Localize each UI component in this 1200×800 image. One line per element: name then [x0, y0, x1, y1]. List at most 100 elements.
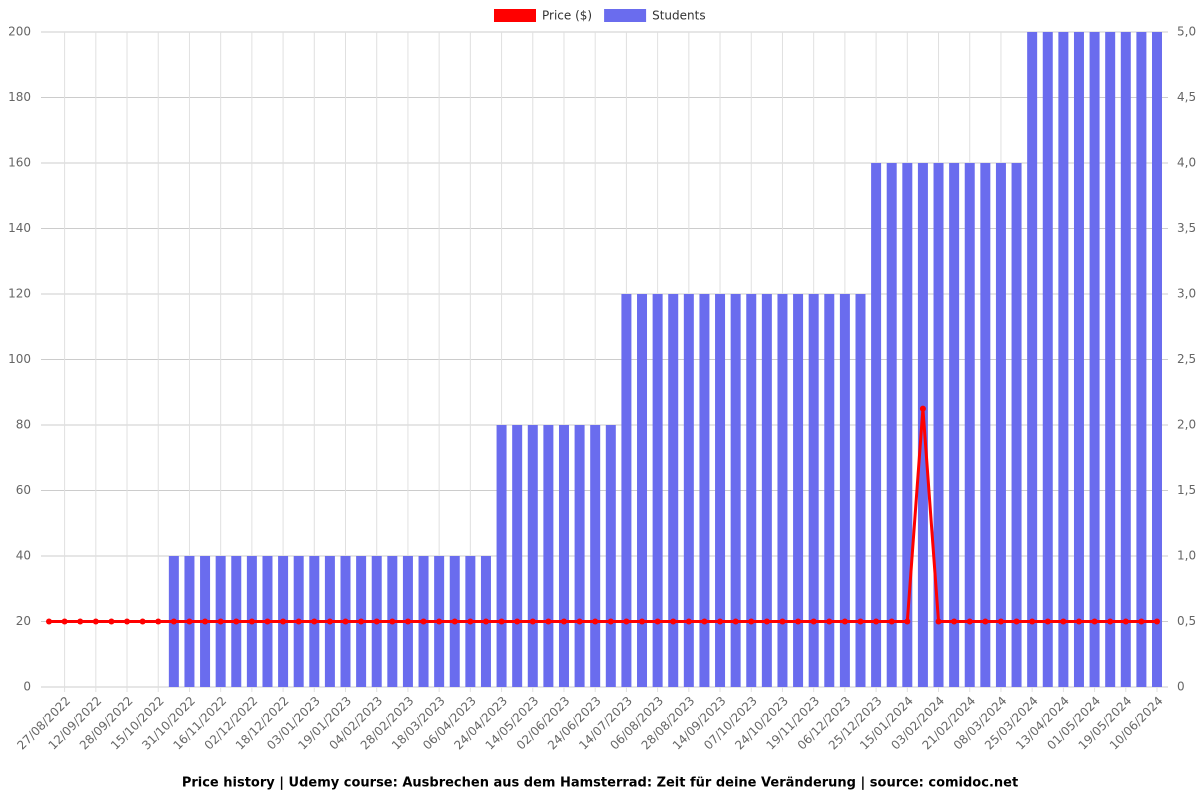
y2-tick-label: 5,0	[1177, 25, 1196, 39]
bar	[1136, 32, 1147, 687]
price-point	[514, 618, 521, 625]
bar	[683, 294, 694, 687]
price-point	[404, 618, 411, 625]
price-point	[935, 618, 942, 625]
price-point	[170, 618, 177, 625]
price-point	[1122, 618, 1129, 625]
bar	[1027, 32, 1038, 687]
bar	[1011, 163, 1022, 687]
price-point	[857, 618, 864, 625]
price-point	[311, 618, 318, 625]
price-point	[1075, 618, 1082, 625]
price-point	[763, 618, 770, 625]
y-tick-label: 160	[8, 156, 31, 170]
price-point	[732, 618, 739, 625]
price-point	[1013, 618, 1020, 625]
bar	[605, 425, 616, 687]
price-point	[779, 618, 786, 625]
bar	[1120, 32, 1131, 687]
bar	[668, 294, 679, 687]
bar	[1089, 32, 1100, 687]
price-point	[904, 618, 911, 625]
bar	[543, 425, 554, 687]
y2-tick-label: 4,5	[1177, 90, 1196, 104]
bar	[1073, 32, 1084, 687]
bar	[995, 163, 1006, 687]
y2-tick-label: 2,0	[1177, 418, 1196, 432]
price-point	[1029, 618, 1036, 625]
price-point	[233, 618, 240, 625]
bar	[590, 425, 601, 687]
price-point	[124, 618, 131, 625]
y2-tick-label: 2,5	[1177, 352, 1196, 366]
price-point	[826, 618, 833, 625]
bar	[761, 294, 772, 687]
price-point	[264, 618, 271, 625]
y-tick-label: 140	[8, 221, 31, 235]
price-point	[951, 618, 958, 625]
price-point	[1091, 618, 1098, 625]
bar	[871, 163, 882, 687]
bar	[715, 294, 726, 687]
y2-tick-label: 3,0	[1177, 287, 1196, 301]
y-tick-label: 180	[8, 90, 31, 104]
price-point	[670, 618, 677, 625]
price-point	[451, 618, 458, 625]
y-tick-label: 120	[8, 287, 31, 301]
bar	[777, 294, 788, 687]
price-point	[576, 618, 583, 625]
bar	[808, 294, 819, 687]
bar	[793, 294, 804, 687]
price-point	[639, 618, 646, 625]
price-point	[982, 618, 989, 625]
price-point	[467, 618, 474, 625]
bar	[512, 425, 523, 687]
price-point	[1044, 618, 1051, 625]
price-point	[326, 618, 333, 625]
price-point	[186, 618, 193, 625]
price-point	[389, 618, 396, 625]
price-point	[592, 618, 599, 625]
price-point	[1107, 618, 1114, 625]
bar	[824, 294, 835, 687]
price-point	[997, 618, 1004, 625]
price-point	[560, 618, 567, 625]
bar	[1105, 32, 1116, 687]
bar	[933, 163, 944, 687]
y-tick-label: 100	[8, 352, 31, 366]
price-line	[49, 408, 1157, 623]
price-point	[919, 405, 926, 412]
legend-swatch	[494, 9, 536, 22]
bar	[1058, 32, 1069, 687]
chart-title: Price history | Udemy course: Ausbrechen…	[182, 776, 1018, 791]
bar	[637, 294, 648, 687]
y2-tick-label: 3,5	[1177, 221, 1196, 235]
bar	[621, 294, 632, 687]
price-point	[217, 618, 224, 625]
y-tick-label: 0	[23, 680, 31, 694]
price-point	[810, 618, 817, 625]
bar	[949, 163, 960, 687]
price-point	[1138, 618, 1145, 625]
price-point	[295, 618, 302, 625]
bar	[964, 163, 975, 687]
price-point	[701, 618, 708, 625]
price-point	[545, 618, 552, 625]
y-tick-label: 200	[8, 25, 31, 39]
price-point	[717, 618, 724, 625]
bar	[1042, 32, 1053, 687]
legend-label: Price ($)	[542, 9, 592, 23]
price-point	[155, 618, 162, 625]
price-point	[623, 618, 630, 625]
price-point	[108, 618, 115, 625]
y2-tick-label: 1,0	[1177, 549, 1196, 563]
y2-tick-label: 4,0	[1177, 156, 1196, 170]
price-point	[685, 618, 692, 625]
bar	[574, 425, 585, 687]
legend-label: Students	[652, 9, 706, 23]
price-point	[202, 618, 209, 625]
bar	[496, 425, 507, 687]
bar	[886, 163, 897, 687]
price-point	[1154, 618, 1160, 625]
